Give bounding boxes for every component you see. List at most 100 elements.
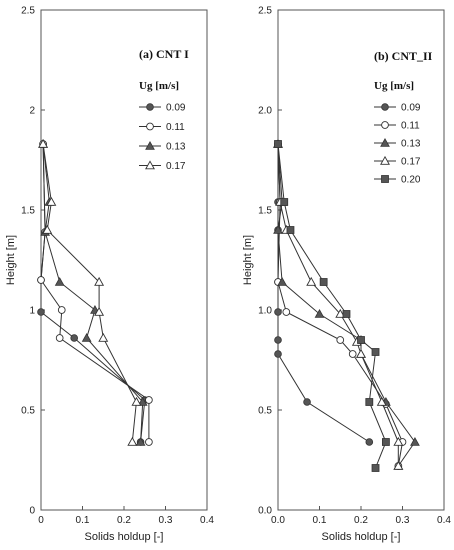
data-point	[94, 276, 105, 286]
data-point	[306, 276, 317, 286]
legend-item: 0.20	[374, 175, 421, 186]
legend-item: 0.17	[374, 155, 421, 168]
data-point	[356, 348, 366, 358]
data-point	[274, 308, 282, 316]
data-point	[37, 276, 45, 284]
legend-label: 0.09	[401, 103, 421, 114]
legend-label: 0.11	[401, 121, 420, 132]
data-point	[381, 438, 390, 446]
x-tick-label: 0.2	[354, 515, 368, 526]
data-point	[42, 224, 53, 234]
y-tick-label: 2.5	[258, 6, 272, 17]
data-point	[335, 308, 346, 318]
y-tick-label: 2.5	[21, 6, 35, 17]
data-point	[94, 306, 105, 316]
series-line	[42, 143, 137, 443]
plot-frame	[40, 9, 208, 511]
y-tick-label: 1.5	[21, 206, 35, 217]
data-point	[348, 350, 357, 358]
series-0.20	[274, 140, 390, 472]
series-line	[40, 143, 150, 442]
data-point	[131, 396, 142, 406]
y-tick-label: 0.0	[258, 506, 272, 517]
legend-label: 0.13	[166, 142, 186, 153]
data-point	[371, 348, 380, 356]
data-point	[314, 308, 325, 318]
x-tick-label: 0	[38, 515, 44, 526]
chart-title: (a) CNT I	[139, 47, 189, 61]
data-point	[342, 310, 351, 318]
legend-label: 0.17	[401, 157, 421, 168]
y-tick-label: 0	[29, 506, 35, 517]
y-tick-label: 2.0	[258, 106, 272, 117]
legend-label: 0.20	[401, 175, 421, 186]
legend-item: 0.11	[374, 121, 420, 132]
data-point	[365, 398, 374, 406]
x-tick-label: 0.3	[396, 515, 410, 526]
y-tick-label: 1	[29, 306, 35, 317]
data-point	[357, 336, 365, 344]
legend-title: Ug [m/s]	[374, 80, 414, 92]
legend-marker	[381, 175, 389, 183]
chart-panel-2: 0.0 0.1 0.2 0.3 0.4 0.0 0.5 1.0 1.5 2.0 2.5 Solids …	[242, 6, 451, 544]
data-point	[319, 278, 328, 286]
data-point	[98, 332, 109, 342]
series-0.13	[38, 138, 148, 446]
data-point	[137, 396, 148, 406]
data-point	[376, 396, 387, 406]
series-0.09	[274, 140, 374, 446]
data-point	[336, 336, 345, 344]
data-point	[274, 336, 282, 344]
legend-item: 0.17	[139, 160, 186, 172]
legend-label: 0.17	[166, 161, 186, 172]
series-line	[277, 143, 387, 469]
series-line	[277, 143, 416, 467]
data-point	[274, 350, 282, 358]
data-point	[303, 398, 311, 406]
x-tick-label: 0.4	[200, 515, 214, 526]
x-tick-label: 0.3	[159, 515, 173, 526]
y-tick-label: 0.5	[258, 406, 272, 417]
data-point	[70, 334, 78, 342]
legend-title: Ug [m/s]	[139, 80, 179, 92]
series-line	[277, 144, 370, 443]
legend-label: 0.11	[166, 122, 185, 133]
legend-marker	[381, 121, 389, 129]
y-axis-label: Height [m]	[5, 235, 17, 285]
y-axis-label: Height [m]	[242, 235, 254, 285]
legend-marker	[145, 140, 155, 150]
data-point	[37, 308, 45, 316]
data-point	[145, 396, 153, 404]
series-0.17	[273, 138, 404, 470]
series-0.09	[37, 140, 149, 446]
legend-item: 0.09	[139, 103, 186, 114]
x-tick-label: 0.4	[437, 515, 451, 526]
legend-marker	[146, 103, 154, 111]
series-line	[40, 143, 146, 443]
x-tick-label: 0.1	[76, 515, 90, 526]
legend-marker	[145, 160, 155, 170]
data-point	[55, 334, 64, 342]
data-point	[280, 198, 289, 206]
legend-label: 0.13	[401, 139, 421, 150]
data-point	[38, 138, 49, 148]
data-point	[274, 140, 282, 148]
legend-item: 0.11	[139, 122, 185, 133]
data-point	[286, 226, 295, 234]
legend-marker	[380, 155, 390, 165]
x-tick-label: 0.2	[117, 515, 131, 526]
data-point	[81, 332, 92, 342]
legend-item: 0.13	[139, 140, 186, 153]
x-tick-label: 0.1	[313, 515, 327, 526]
legend-marker	[380, 137, 390, 147]
data-point	[127, 436, 138, 446]
legend-item: 0.13	[374, 137, 421, 150]
y-tick-label: 0.5	[21, 406, 35, 417]
data-point	[277, 276, 288, 286]
x-tick-label: 0.0	[271, 515, 285, 526]
data-point	[145, 438, 153, 446]
legend-item: 0.09	[374, 103, 421, 114]
data-point	[54, 276, 65, 286]
data-point	[273, 224, 283, 234]
